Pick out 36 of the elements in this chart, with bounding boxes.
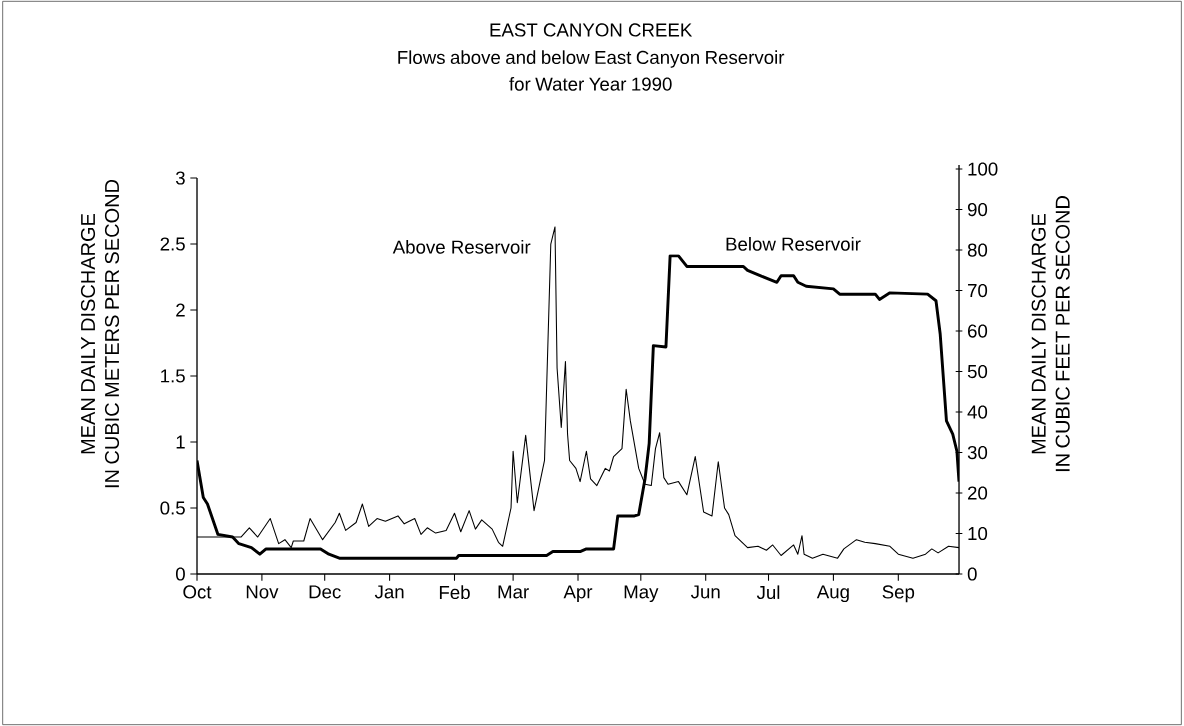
series-label: Below Reservoir	[726, 237, 861, 251]
y-tick-label: 2	[176, 303, 185, 317]
y2-tick-label: 100	[968, 162, 998, 176]
x-tick-label: Nov	[246, 585, 279, 599]
y2-tick-label: 60	[968, 324, 988, 338]
chart-subtitle: Flows above and below East Canyon Reservoir for Water Year 1990	[398, 50, 785, 91]
x-tick-label: Apr	[563, 585, 593, 603]
y2-tick-label: 90	[967, 202, 988, 217]
y-tick-label: 0.5	[160, 501, 185, 515]
x-tick-label: Sep	[882, 585, 915, 603]
y2-tick-label: 80	[967, 243, 988, 257]
x-tick-label: Jan	[374, 585, 404, 599]
y-tick-label: 1	[176, 435, 185, 449]
y2-tick-label: 40	[967, 405, 988, 419]
x-tick-label: May	[624, 585, 659, 603]
y-axis-title: MEAN DAILY DISCHARGE IN CUBIC METERS PER SECOND	[80, 179, 120, 488]
y2-tick-label: 10	[968, 526, 988, 541]
y2-tick-label: 70	[968, 283, 988, 298]
x-tick-label: Jun	[690, 585, 720, 599]
x-tick-label: Aug	[816, 585, 849, 603]
x-tick-label: Mar	[498, 585, 529, 599]
x-tick-label: Dec	[309, 585, 341, 599]
x-tick-label: Feb	[439, 585, 470, 600]
y2-tick-label: 30	[967, 445, 988, 460]
x-tick-label: Oct	[183, 585, 212, 599]
y-tick-label: 0	[175, 567, 185, 581]
y-tick-label: 2.5	[160, 237, 185, 251]
x-tick-label: Jul	[756, 585, 780, 600]
y-tick-label: 3	[175, 171, 185, 185]
y-tick-label: 1.5	[161, 369, 185, 383]
y2-tick-label: 20	[968, 486, 988, 500]
y2-tick-label: 0	[967, 567, 977, 581]
y2-tick-label: 50	[967, 364, 988, 379]
y2-axis-title: MEAN DAILY DISCHARGE IN CUBIC FEET PER SECOND	[1031, 196, 1070, 472]
series-label: Above Reservoir	[392, 239, 531, 254]
chart-title: EAST CANYON CREEK	[490, 23, 693, 37]
